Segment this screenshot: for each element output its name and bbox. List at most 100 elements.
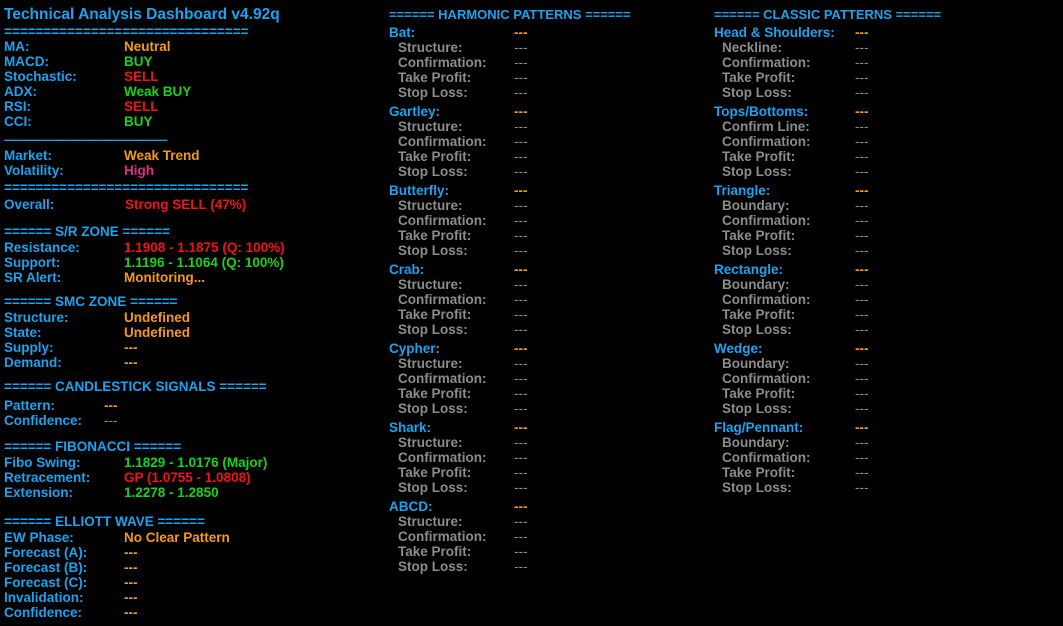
classic-pattern-row-value: --- xyxy=(855,70,869,85)
classic-pattern-row-label: Boundary: xyxy=(722,435,790,450)
classic-pattern-name: Wedge: xyxy=(714,341,763,356)
harmonic-pattern-row-value: --- xyxy=(514,371,528,386)
classic-pattern-row-label: Confirmation: xyxy=(722,292,811,307)
ma-label: MA: xyxy=(4,39,30,54)
separator: =============================== xyxy=(4,180,249,195)
forecast-c-value: --- xyxy=(124,575,138,590)
harmonic-pattern-row-value: --- xyxy=(514,40,528,55)
harmonic-pattern-row-label: Structure: xyxy=(398,198,463,213)
classic-pattern-row-label: Stop Loss: xyxy=(722,480,792,495)
classic-pattern-row-label: Confirmation: xyxy=(722,213,811,228)
classic-pattern-row-value: --- xyxy=(855,307,869,322)
harmonic-pattern-row-value: --- xyxy=(514,277,528,292)
classic-pattern-value: --- xyxy=(855,420,869,435)
classic-pattern-value: --- xyxy=(855,25,869,40)
harmonic-pattern-row-label: Stop Loss: xyxy=(398,164,468,179)
fibo-swing-value: 1.1829 - 1.0176 (Major) xyxy=(124,455,268,470)
retracement-label: Retracement: xyxy=(4,470,91,485)
dashboard-title: Technical Analysis Dashboard v4.92q xyxy=(4,6,280,23)
harmonic-pattern-row-label: Take Profit: xyxy=(398,307,472,322)
harmonic-pattern-row-value: --- xyxy=(514,559,528,574)
support-value: 1.1196 - 1.1064 (Q: 100%) xyxy=(124,255,284,270)
retracement-value: GP (1.0755 - 1.0808) xyxy=(124,470,251,485)
harmonic-pattern-row-value: --- xyxy=(514,322,528,337)
harmonic-pattern-row-value: --- xyxy=(514,119,528,134)
harmonic-pattern-row-value: --- xyxy=(514,307,528,322)
classic-pattern-row-value: --- xyxy=(855,480,869,495)
harmonic-pattern-row-value: --- xyxy=(514,450,528,465)
invalidation-label: Invalidation: xyxy=(4,590,84,605)
smc-state-value: Undefined xyxy=(124,325,190,340)
classic-pattern-row-label: Take Profit: xyxy=(722,70,796,85)
harmonic-pattern-value: --- xyxy=(514,183,528,198)
fibo-swing-label: Fibo Swing: xyxy=(4,455,81,470)
forecast-b-value: --- xyxy=(124,560,138,575)
classic-pattern-row-value: --- xyxy=(855,164,869,179)
overall-label: Overall: xyxy=(4,197,55,212)
ew-phase-value: No Clear Pattern xyxy=(124,530,230,545)
classic-pattern-name: Tops/Bottoms: xyxy=(714,104,809,119)
market-label: Market: xyxy=(4,148,53,163)
ew-phase-label: EW Phase: xyxy=(4,530,74,545)
classic-pattern-row-label: Stop Loss: xyxy=(722,85,792,100)
extension-value: 1.2278 - 1.2850 xyxy=(124,485,219,500)
harmonic-pattern-value: --- xyxy=(514,104,528,119)
classic-pattern-row-label: Take Profit: xyxy=(722,386,796,401)
adx-label: ADX: xyxy=(4,84,37,99)
harmonic-pattern-row-value: --- xyxy=(514,70,528,85)
extension-label: Extension: xyxy=(4,485,74,500)
support-label: Support: xyxy=(4,255,61,270)
classic-pattern-row-label: Neckline: xyxy=(722,40,783,55)
volatility-value: High xyxy=(124,163,154,178)
harmonic-pattern-row-value: --- xyxy=(514,401,528,416)
harmonic-pattern-row-value: --- xyxy=(514,480,528,495)
classic-pattern-row-label: Stop Loss: xyxy=(722,243,792,258)
classic-pattern-row-label: Take Profit: xyxy=(722,149,796,164)
classic-pattern-row-value: --- xyxy=(855,322,869,337)
classic-pattern-row-label: Take Profit: xyxy=(722,228,796,243)
classic-pattern-value: --- xyxy=(855,183,869,198)
classic-pattern-row-value: --- xyxy=(855,213,869,228)
harmonic-header: ====== HARMONIC PATTERNS ====== xyxy=(389,7,631,22)
harmonic-pattern-row-value: --- xyxy=(514,356,528,371)
classic-pattern-row-value: --- xyxy=(855,386,869,401)
candle-confidence-value: --- xyxy=(104,413,118,428)
classic-pattern-row-label: Boundary: xyxy=(722,198,790,213)
classic-pattern-row-label: Confirm Line: xyxy=(722,119,810,134)
harmonic-pattern-row-label: Confirmation: xyxy=(398,450,487,465)
harmonic-pattern-row-label: Structure: xyxy=(398,277,463,292)
classic-pattern-row-value: --- xyxy=(855,465,869,480)
fibonacci-header: ====== FIBONACCI ====== xyxy=(4,439,182,454)
macd-label: MACD: xyxy=(4,54,49,69)
classic-pattern-name: Flag/Pennant: xyxy=(714,420,804,435)
classic-pattern-row-value: --- xyxy=(855,119,869,134)
forecast-b-label: Forecast (B): xyxy=(4,560,88,575)
smc-structure-label: Structure: xyxy=(4,310,69,325)
harmonic-pattern-row-label: Stop Loss: xyxy=(398,322,468,337)
harmonic-pattern-name: ABCD: xyxy=(389,499,433,514)
forecast-a-value: --- xyxy=(124,545,138,560)
harmonic-pattern-row-label: Stop Loss: xyxy=(398,85,468,100)
harmonic-pattern-row-label: Take Profit: xyxy=(398,465,472,480)
classic-pattern-row-value: --- xyxy=(855,277,869,292)
classic-pattern-row-value: --- xyxy=(855,198,869,213)
classic-pattern-row-value: --- xyxy=(855,85,869,100)
harmonic-pattern-row-label: Structure: xyxy=(398,40,463,55)
harmonic-pattern-row-label: Take Profit: xyxy=(398,544,472,559)
harmonic-pattern-row-label: Take Profit: xyxy=(398,149,472,164)
harmonic-pattern-row-value: --- xyxy=(514,292,528,307)
sr-zone-header: ====== S/R ZONE ====== xyxy=(4,224,170,239)
harmonic-pattern-row-label: Confirmation: xyxy=(398,213,487,228)
harmonic-pattern-row-value: --- xyxy=(514,514,528,529)
harmonic-pattern-row-value: --- xyxy=(514,134,528,149)
harmonic-pattern-row-value: --- xyxy=(514,544,528,559)
harmonic-pattern-row-value: --- xyxy=(514,465,528,480)
harmonic-pattern-name: Butterfly: xyxy=(389,183,449,198)
adx-value: Weak BUY xyxy=(124,84,192,99)
classic-pattern-row-label: Stop Loss: xyxy=(722,322,792,337)
classic-pattern-row-value: --- xyxy=(855,371,869,386)
harmonic-pattern-row-label: Take Profit: xyxy=(398,386,472,401)
smc-supply-label: Supply: xyxy=(4,340,54,355)
classic-pattern-row-value: --- xyxy=(855,401,869,416)
classic-pattern-row-label: Stop Loss: xyxy=(722,401,792,416)
